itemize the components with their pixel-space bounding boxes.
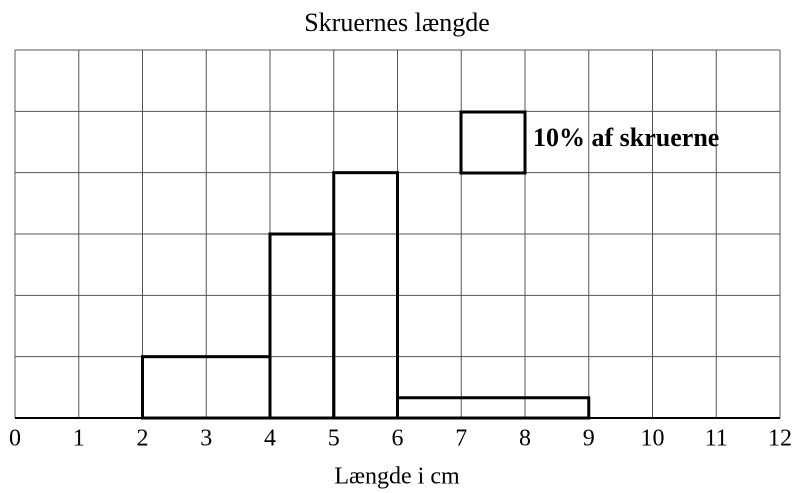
x-tick-label: 4	[264, 426, 276, 452]
x-tick-label: 0	[9, 426, 21, 452]
x-tick-label: 7	[455, 426, 467, 452]
x-tick-label: 9	[583, 426, 595, 452]
x-tick-label: 8	[519, 426, 531, 452]
x-tick-label: 6	[392, 426, 404, 452]
legend-swatch	[459, 110, 527, 175]
bar	[268, 232, 336, 420]
chart-title: Skruernes længde	[304, 8, 490, 37]
legend-label: 10% af skruerne	[533, 123, 719, 152]
x-tick-label: 3	[200, 426, 212, 452]
x-tick-label: 11	[705, 426, 728, 452]
bar	[396, 396, 591, 420]
x-tick-label: 12	[768, 426, 792, 452]
x-axis-label: Længde i cm	[334, 464, 460, 490]
x-tick-label: 10	[641, 426, 665, 452]
x-tick-label: 5	[328, 426, 340, 452]
x-tick-label: 1	[73, 426, 85, 452]
x-tick-label: 2	[137, 426, 149, 452]
